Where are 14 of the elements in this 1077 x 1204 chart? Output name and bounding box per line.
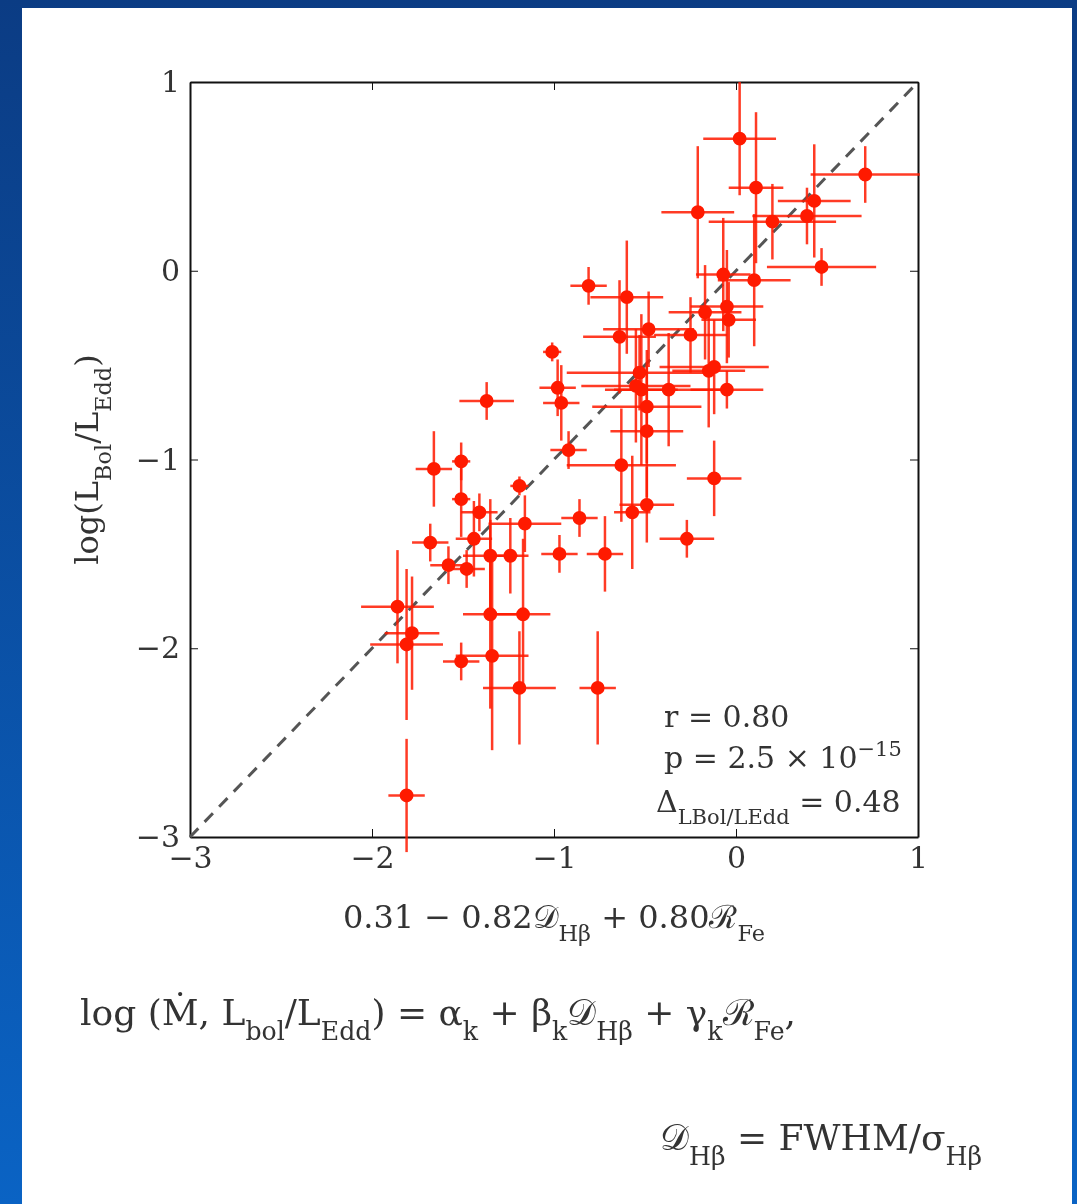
annotation: r = 0.80	[664, 699, 790, 734]
x-tick-label: 0	[726, 840, 747, 876]
y-tick-label: −2	[135, 630, 180, 666]
x-tick-label: −2	[350, 840, 395, 876]
annotation: p = 2.5 × 10$^{−15}$	[664, 737, 902, 775]
annotation: Δ$_{LBol/LEdd}$ = 0.48	[656, 784, 901, 829]
y-tick-label: −1	[135, 441, 180, 477]
x-axis-title: 0.31 − 0.82𝒟$_{Hβ}$ + 0.80ℛ$_{Fe}$	[342, 898, 766, 946]
x-tick-label: 1	[908, 840, 929, 876]
y-tick-label: 1	[160, 64, 180, 100]
y-tick-label: 0	[160, 252, 180, 288]
text: log (Ṁ, L$_{bol}$/L$_{Edd}$) = α$_{k}$ + β$_{k}$𝒟$_{Hβ}$ + γ$_{k}$ℛ$_{Fe}$,	[80, 992, 797, 1046]
text: 𝒟$_{Hβ}$ = FWHM/σ$_{Hβ}$	[660, 1117, 983, 1171]
x-tick-label: −1	[532, 840, 577, 876]
